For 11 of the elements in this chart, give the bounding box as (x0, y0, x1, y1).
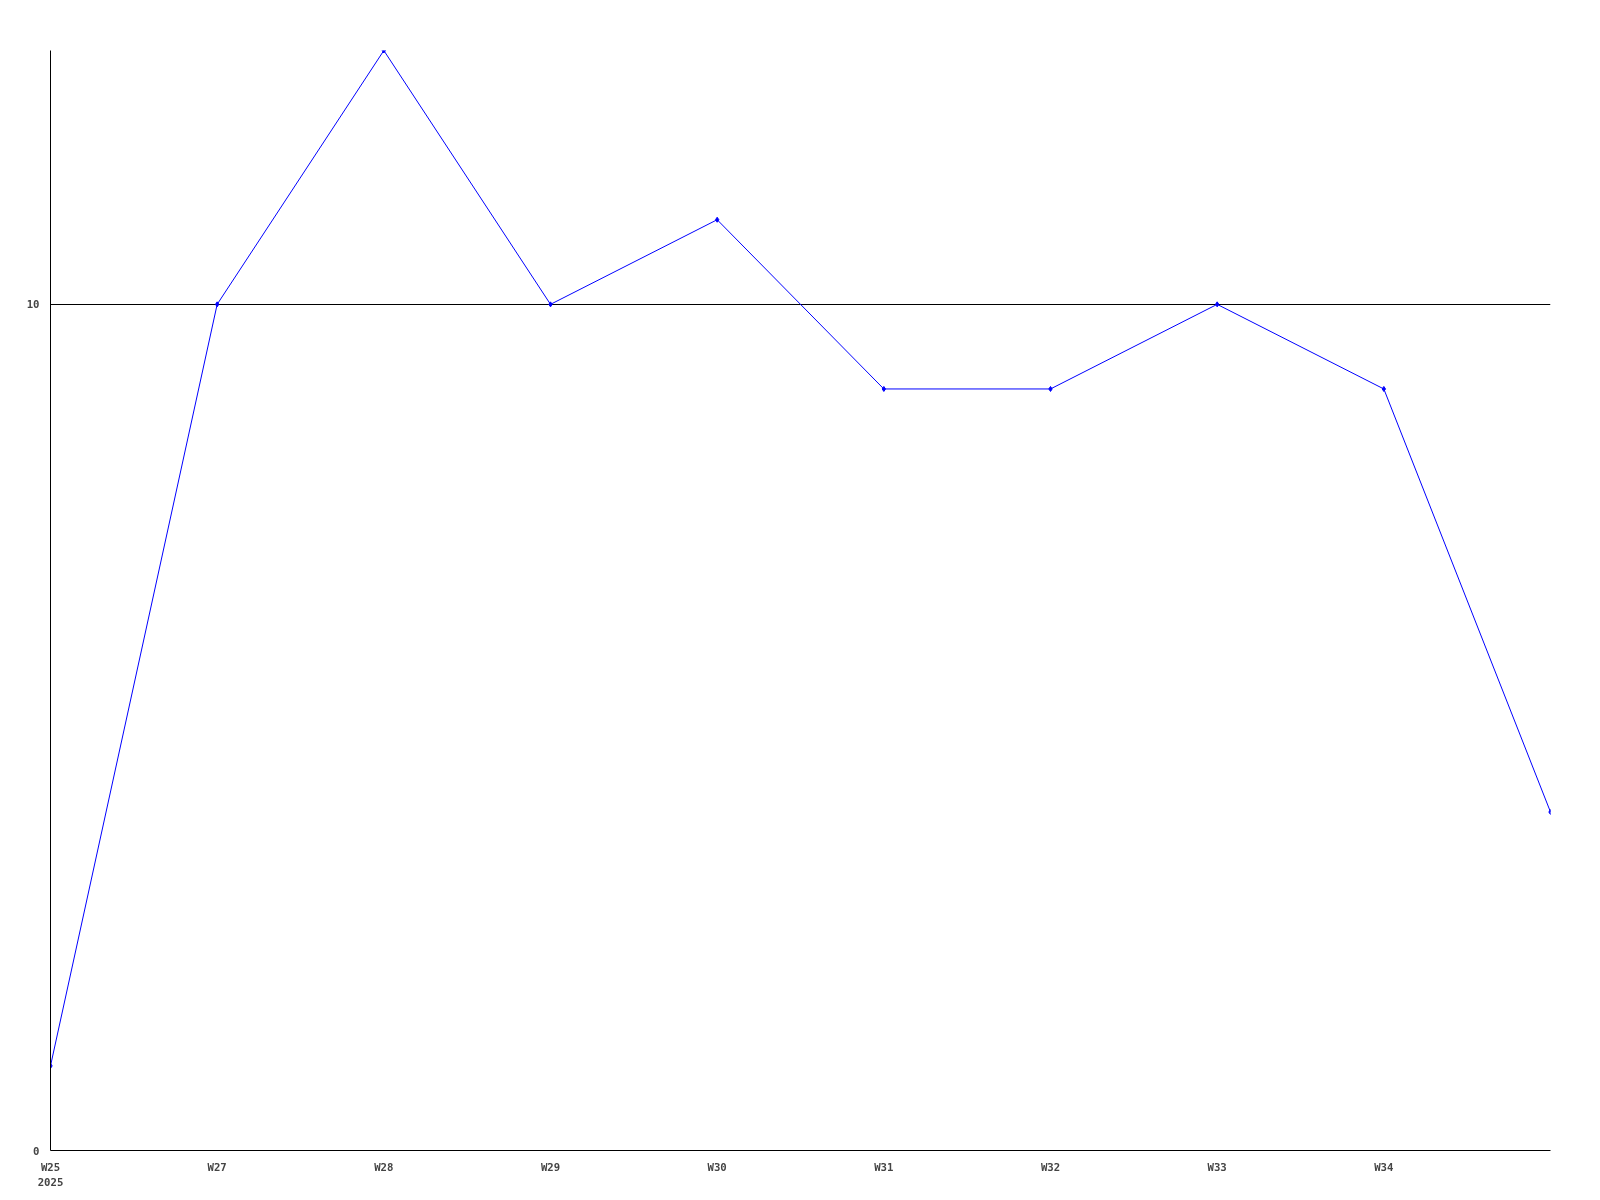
x-tick-label: W30 (707, 1160, 727, 1174)
x-tick-label: W33 (1207, 1160, 1227, 1174)
x-tick-label: W29 (540, 1160, 561, 1174)
x-tick-label: W25 2025 (37, 1160, 64, 1190)
y-tick-label: 10 (26, 298, 40, 312)
x-tick-label: W34 (1374, 1160, 1394, 1174)
x-tick-label: W28 (374, 1160, 394, 1174)
y-tick-label: 0 (33, 1144, 40, 1158)
x-tick-label: W31 (874, 1160, 894, 1174)
x-tick-label: W27 (207, 1160, 227, 1174)
x-tick-label: W32 (1040, 1160, 1061, 1174)
